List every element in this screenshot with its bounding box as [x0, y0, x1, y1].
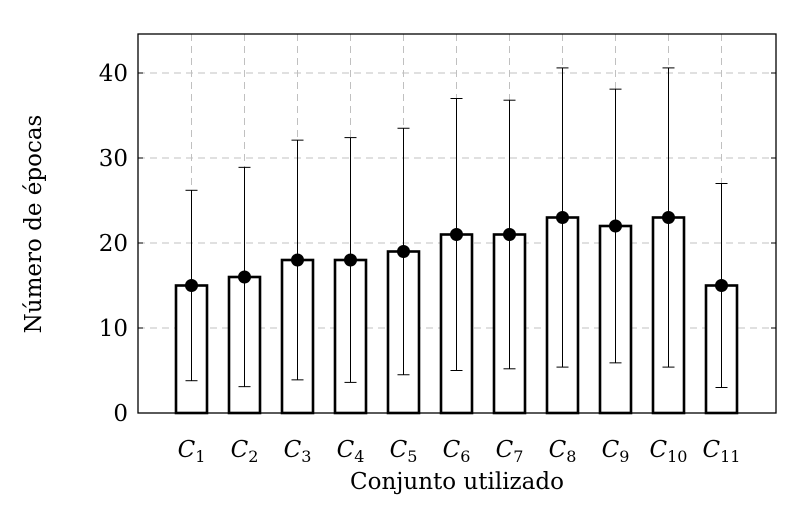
mean-marker	[238, 270, 251, 284]
x-tick-label-subscript: 4	[354, 447, 364, 466]
x-tick-label-subscript: 2	[248, 447, 258, 466]
error-bars	[185, 67, 728, 388]
x-tick-label-subscript: 3	[301, 447, 311, 466]
y-tick-label: 30	[99, 146, 128, 172]
mean-marker	[185, 279, 198, 292]
x-tick-label: C2	[231, 437, 259, 466]
x-tick-label: C6	[443, 437, 471, 466]
x-tick-label-base: C	[337, 437, 355, 463]
x-tick-label-subscript: 7	[513, 447, 523, 466]
y-ticks: 0 10 20 30 40	[99, 61, 776, 427]
x-tick-label-subscript: 5	[407, 447, 417, 466]
markers	[185, 211, 728, 292]
x-tick-label: C9	[602, 437, 630, 466]
x-tick-label-subscript: 11	[720, 447, 740, 466]
y-tick-label: 20	[99, 231, 128, 257]
x-tick-label: C4	[337, 437, 365, 466]
x-tick-label-subscript: 8	[566, 447, 576, 466]
x-tick-label: C5	[390, 437, 418, 466]
y-tick-label: 40	[99, 61, 128, 87]
x-tick-label-base: C	[496, 437, 514, 463]
mean-marker	[450, 228, 463, 241]
x-tick-label: C10	[650, 437, 688, 466]
plot-frame	[137, 33, 777, 414]
y-axis-label: Número de épocas	[21, 115, 47, 334]
x-tick-label-base: C	[703, 437, 721, 463]
x-tick-label-base: C	[231, 437, 249, 463]
mean-marker	[609, 219, 622, 233]
x-tick-label-base: C	[602, 437, 620, 463]
x-tick-label-subscript: 9	[619, 447, 629, 466]
x-tick-label-subscript: 10	[667, 447, 687, 466]
x-tick-label-subscript: 6	[460, 447, 470, 466]
x-tick-label-base: C	[650, 437, 668, 463]
x-tick-label: C1	[178, 437, 206, 466]
mean-marker	[503, 228, 516, 241]
x-axis-label: Conjunto utilizado	[350, 469, 564, 495]
x-tick-label-subscript: 1	[195, 447, 205, 466]
x-tick-label: C7	[496, 437, 524, 466]
x-tick-label-base: C	[178, 437, 196, 463]
x-tick-label: C3	[284, 437, 312, 466]
x-tick-label: C11	[703, 437, 741, 466]
x-tick-label-base: C	[390, 437, 408, 463]
mean-marker	[715, 279, 728, 292]
mean-marker	[344, 253, 357, 267]
x-tick-label-base: C	[284, 437, 302, 463]
x-tick-label-base: C	[443, 437, 461, 463]
mean-marker	[397, 245, 410, 258]
mean-marker	[662, 211, 675, 224]
mean-marker	[556, 211, 569, 224]
y-tick-label: 10	[99, 316, 128, 342]
mean-marker	[291, 253, 304, 267]
y-tick-label: 0	[113, 401, 128, 427]
x-tick-label-base: C	[549, 437, 567, 463]
x-tick-labels: C1 C2 C3 C4 C5 C6 C7 C8 C9 C10 C11	[178, 437, 741, 466]
x-tick-label: C8	[549, 437, 577, 466]
